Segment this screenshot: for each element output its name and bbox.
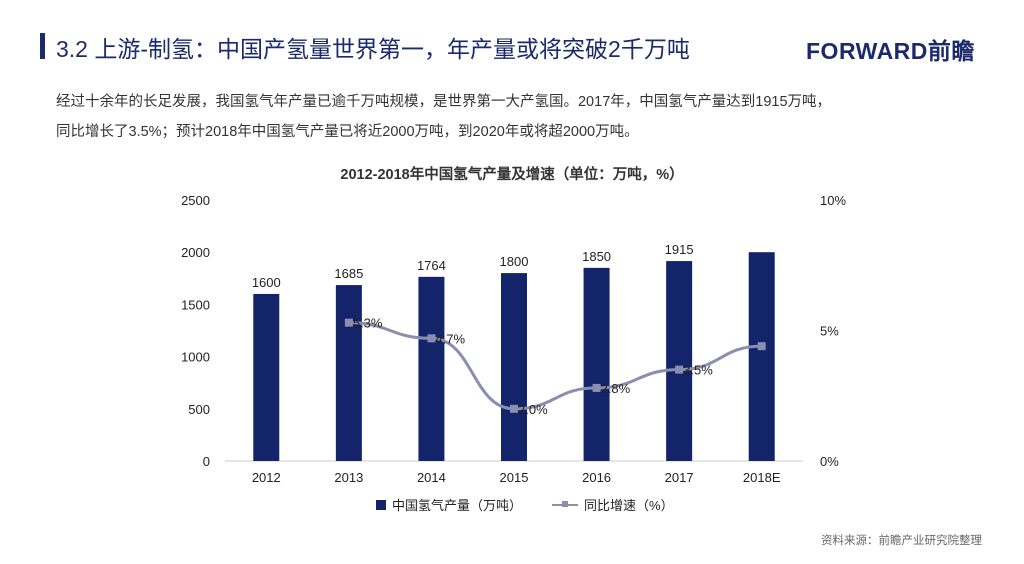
y2-tick-label: 10% bbox=[820, 193, 846, 208]
bar-value-label: 1685 bbox=[334, 266, 363, 281]
bar-value-label: 1915 bbox=[665, 242, 694, 257]
growth-point-2016 bbox=[592, 383, 601, 392]
bar-2012 bbox=[253, 293, 280, 461]
y-tick-label: 2000 bbox=[181, 245, 210, 260]
bar-value-label: 1850 bbox=[582, 249, 611, 264]
y-tick-label: 2500 bbox=[181, 193, 210, 208]
x-tick-label: 2016 bbox=[582, 470, 611, 485]
x-tick-label: 2012 bbox=[252, 470, 281, 485]
growth-value-label: 4.7% bbox=[435, 331, 465, 346]
growth-value-label: 2.8% bbox=[601, 381, 631, 396]
legend-line-label: 同比增速（%） bbox=[584, 498, 674, 513]
body-text-line-1: 经过十余年的长足发展，我国氢气年产量已逾千万吨规模，是世界第一大产氢国。2017… bbox=[56, 94, 832, 110]
x-tick-label: 2015 bbox=[500, 470, 529, 485]
growth-point-2013 bbox=[344, 318, 353, 327]
legend-line-swatch bbox=[552, 500, 579, 507]
bar-2018E bbox=[748, 252, 775, 461]
page-title: 3.2 上游-制氢：中国产氢量世界第一，年产量或将突破2千万吨 bbox=[56, 36, 690, 62]
source-note: 资料来源：前瞻产业研究院整理 bbox=[821, 535, 982, 547]
forward-logo: FORWARD前瞻 bbox=[806, 38, 975, 64]
y-tick-label: 500 bbox=[188, 402, 210, 417]
y-tick-label: 0 bbox=[203, 454, 210, 469]
x-tick-label: 2017 bbox=[665, 470, 694, 485]
chart-title: 2012-2018年中国氢气产量及增速（单位：万吨，%） bbox=[340, 167, 684, 183]
chart-legend: 中国氢气产量（万吨） 同比增速（%） bbox=[376, 495, 674, 514]
bar-value-label: 1600 bbox=[252, 275, 281, 290]
body-text-line-2: 同比增长了3.5%；预计2018年中国氢气产量已将近2000万吨，到2020年或… bbox=[56, 124, 639, 140]
x-tick-label: 2018E bbox=[743, 470, 781, 485]
legend-bar-swatch bbox=[376, 499, 386, 510]
bar-2017 bbox=[666, 261, 693, 461]
x-tick-label: 2014 bbox=[417, 470, 446, 485]
y-tick-label: 1500 bbox=[181, 297, 210, 312]
y-tick-label: 1000 bbox=[181, 350, 210, 365]
x-tick-label: 2013 bbox=[334, 470, 363, 485]
growth-value-label: 5.3% bbox=[353, 316, 383, 331]
y2-tick-label: 5% bbox=[820, 324, 839, 339]
title-accent-bar bbox=[40, 33, 45, 59]
bar-value-label: 1764 bbox=[417, 258, 446, 273]
growth-point-2017 bbox=[675, 365, 684, 374]
growth-point-2018E bbox=[757, 342, 766, 351]
y2-tick-label: 0% bbox=[820, 454, 839, 469]
growth-value-label: 2.0% bbox=[518, 402, 548, 417]
growth-value-label: 3.5% bbox=[683, 363, 713, 378]
bar-2014 bbox=[418, 276, 445, 461]
growth-point-2015 bbox=[510, 404, 518, 413]
legend-bar-label: 中国氢气产量（万吨） bbox=[392, 498, 523, 513]
bar-2015 bbox=[501, 273, 527, 461]
growth-point-2014 bbox=[427, 334, 436, 343]
bar-value-label: 1800 bbox=[500, 254, 529, 269]
bar-2016 bbox=[583, 267, 610, 461]
bar-2013 bbox=[335, 285, 362, 461]
